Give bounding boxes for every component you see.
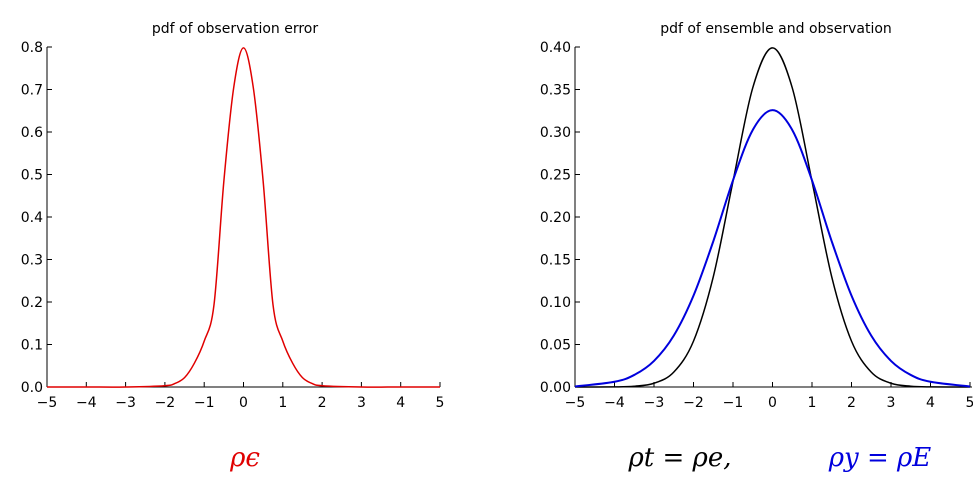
x-tick-label: 0 bbox=[239, 395, 248, 411]
y-tick-label: 0.25 bbox=[540, 168, 571, 184]
caption-rho-epsilon: ρϵ bbox=[229, 443, 260, 473]
x-tick-label: 2 bbox=[318, 395, 327, 411]
x-tick-label: 5 bbox=[966, 395, 973, 411]
x-tick-label: −4 bbox=[76, 395, 97, 411]
y-tick-label: 0.10 bbox=[540, 295, 571, 311]
x-tick-label: 1 bbox=[278, 395, 287, 411]
x-tick-label: 5 bbox=[436, 395, 445, 411]
x-tick-label: −1 bbox=[723, 395, 744, 411]
y-tick-label: 0.6 bbox=[21, 125, 43, 141]
y-tick-label: 0.05 bbox=[540, 338, 571, 354]
chart-title: pdf of ensemble and observation bbox=[660, 21, 892, 37]
x-tick-label: 3 bbox=[357, 395, 366, 411]
x-tick-label: −3 bbox=[115, 395, 136, 411]
x-tick-label: −5 bbox=[565, 395, 586, 411]
series-line-0 bbox=[46, 47, 440, 388]
y-tick-label: 0.0 bbox=[21, 380, 43, 396]
tick-group: −5 −4 −3 −2 −1 0 1 2 3 4 5 0.0 0.1 0.2 0.3 0.4 0.5 0.6 0.7… bbox=[21, 40, 445, 411]
x-tick-label: 0 bbox=[768, 395, 777, 411]
y-tick-label: 0.8 bbox=[21, 40, 43, 56]
y-tick-label: 0.2 bbox=[21, 295, 43, 311]
x-tick-label: −5 bbox=[37, 395, 58, 411]
y-tick-label: 0.15 bbox=[540, 253, 571, 269]
y-tick-label: 0.5 bbox=[21, 168, 43, 184]
x-tick-label: −4 bbox=[604, 395, 625, 411]
caption-rho-t-equals-rho-e: ρt = ρe, bbox=[628, 443, 732, 473]
x-tick-label: 2 bbox=[847, 395, 856, 411]
y-tick-label: 0.40 bbox=[540, 40, 571, 56]
y-tick-label: 0.7 bbox=[21, 83, 43, 99]
y-tick-label: 0.4 bbox=[21, 210, 43, 226]
series-group bbox=[46, 47, 440, 388]
x-tick-label: 4 bbox=[396, 395, 405, 411]
chart-observation-error: pdf of observation error −5 −4 −3 −2 −1 0 1 2 3 4… bbox=[21, 21, 445, 411]
caption-rho-y-equals-rho-E: ρy = ρE bbox=[828, 443, 932, 473]
series-line-0 bbox=[574, 47, 971, 388]
chart-title: pdf of observation error bbox=[152, 21, 318, 37]
x-tick-label: −3 bbox=[644, 395, 665, 411]
tick-group: −5 −4 −3 −2 −1 0 1 2 3 4 5 0.00 0.05 0.10 0.15 0.20 0.25… bbox=[540, 40, 973, 411]
x-tick-label: 3 bbox=[887, 395, 896, 411]
chart-ensemble-observation: pdf of ensemble and observation −5 −4 −3 −2… bbox=[540, 21, 973, 411]
y-tick-label: 0.3 bbox=[21, 253, 43, 269]
y-tick-label: 0.00 bbox=[540, 380, 571, 396]
y-tick-label: 0.35 bbox=[540, 83, 571, 99]
x-tick-label: 4 bbox=[926, 395, 935, 411]
x-tick-label: 1 bbox=[808, 395, 817, 411]
series-line-1 bbox=[574, 109, 971, 388]
y-tick-label: 0.20 bbox=[540, 210, 571, 226]
x-tick-label: −2 bbox=[155, 395, 176, 411]
y-tick-label: 0.1 bbox=[21, 338, 43, 354]
series-group bbox=[574, 47, 971, 388]
x-tick-label: −1 bbox=[194, 395, 215, 411]
x-tick-label: −2 bbox=[683, 395, 704, 411]
y-tick-label: 0.30 bbox=[540, 125, 571, 141]
